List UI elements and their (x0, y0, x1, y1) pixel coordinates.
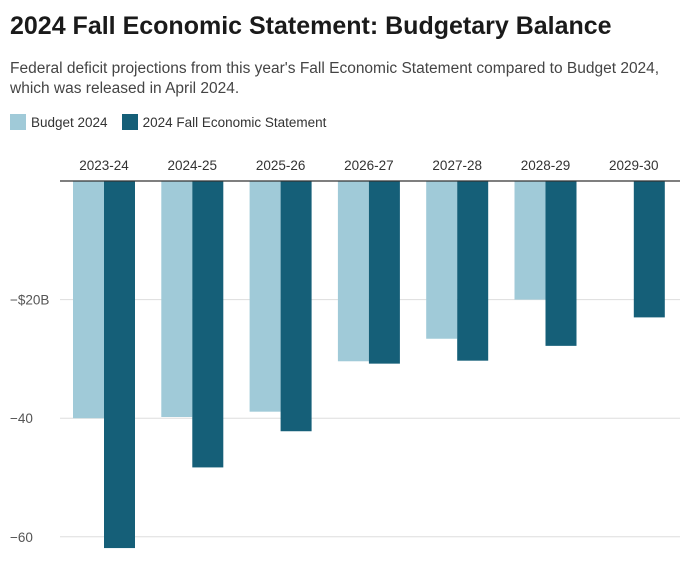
x-tick-label: 2023-24 (79, 158, 129, 173)
bar-fall-statement (633, 181, 665, 318)
x-tick-label: 2024-25 (168, 158, 218, 173)
x-tick-label: 2028-29 (521, 158, 571, 173)
bar-fall-statement (368, 181, 400, 364)
bar-budget-2024 (337, 181, 369, 362)
x-tick-label: 2025-26 (256, 158, 306, 173)
bar-budget-2024 (161, 181, 193, 418)
legend-item-fall-statement: 2024 Fall Economic Statement (121, 114, 327, 130)
chart-legend: Budget 2024 2024 Fall Economic Statement (10, 114, 340, 130)
legend-label-budget-2024: Budget 2024 (31, 114, 108, 130)
bar-fall-statement (457, 181, 489, 361)
chart-title: 2024 Fall Economic Statement: Budgetary … (10, 12, 612, 40)
bar-fall-statement (192, 181, 224, 468)
bar-fall-statement (280, 181, 312, 432)
y-tick-label: −$20B (10, 293, 49, 308)
legend-swatch-fall-statement (121, 114, 138, 130)
x-tick-label: 2027-28 (432, 158, 482, 173)
bar-budget-2024 (426, 181, 458, 339)
y-tick-label: −60 (10, 530, 33, 545)
chart-subtitle: Federal deficit projections from this ye… (10, 60, 660, 97)
bar-fall-statement (104, 181, 135, 549)
y-tick-label: −40 (10, 411, 33, 426)
bar-budget-2024 (73, 181, 104, 419)
x-tick-label: 2026-27 (344, 158, 394, 173)
bar-budget-2024 (249, 181, 281, 412)
legend-item-budget-2024: Budget 2024 (10, 114, 108, 130)
legend-swatch-budget-2024 (10, 114, 26, 130)
x-tick-label: 2029-30 (609, 158, 659, 173)
legend-label-fall-statement: 2024 Fall Economic Statement (142, 114, 327, 130)
bar-budget-2024 (514, 181, 546, 300)
bar-fall-statement (545, 181, 577, 346)
